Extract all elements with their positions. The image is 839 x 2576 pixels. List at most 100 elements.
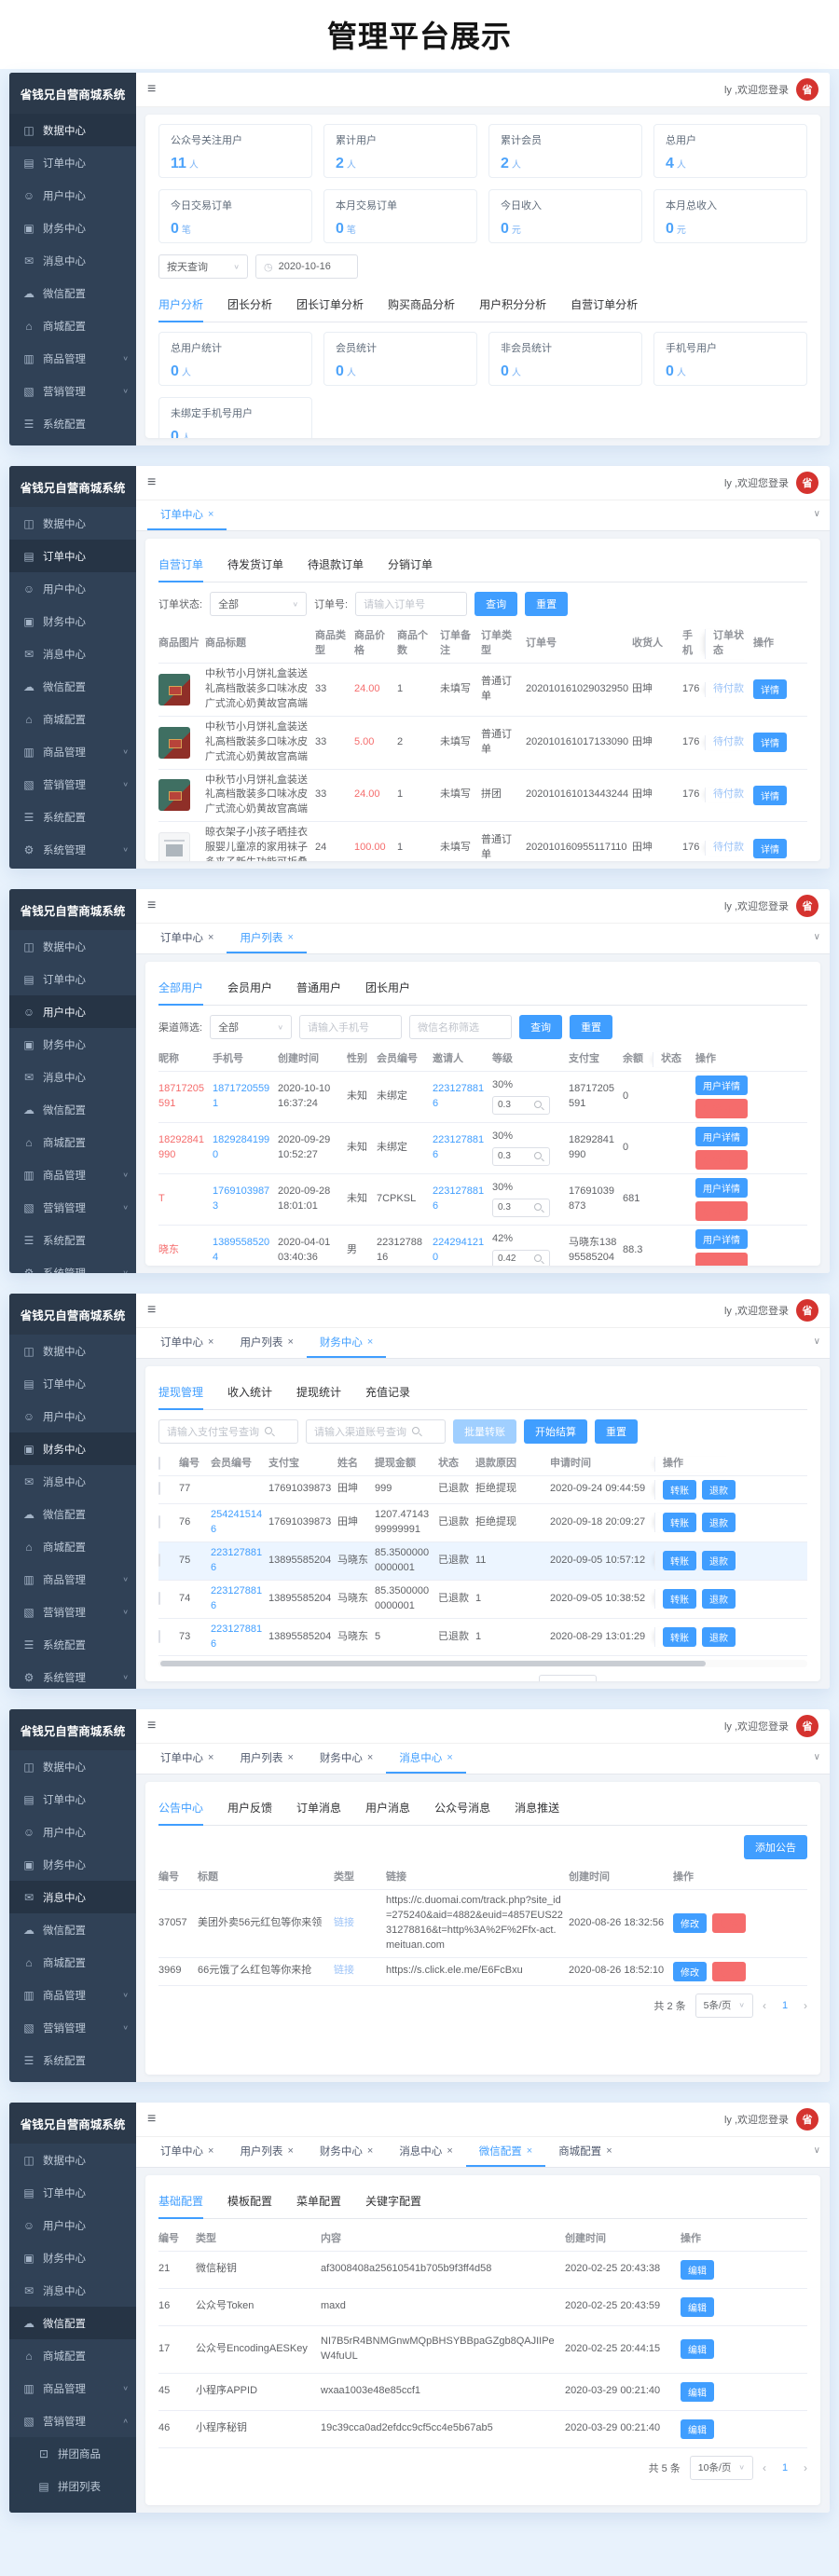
detail-button[interactable]: 详情: [753, 679, 787, 700]
menu-toggle-icon[interactable]: ≡: [147, 474, 157, 490]
sidebar-item[interactable]: ⌂ 商城配置: [9, 1946, 136, 1979]
modify-button[interactable]: 修改: [673, 1961, 707, 1981]
analysis-tab[interactable]: 购买商品分析: [388, 298, 456, 311]
close-icon[interactable]: ×: [606, 2145, 612, 2157]
window-tab[interactable]: 订单中心 ×: [160, 1752, 214, 1764]
page-size-select[interactable]: 5条/页 ∨: [538, 1675, 597, 1681]
analysis-tab[interactable]: 团长订单分析: [296, 298, 364, 311]
window-tab[interactable]: 财务中心 ×: [306, 1328, 387, 1358]
refund-button[interactable]: 退款: [702, 1513, 736, 1533]
tabs-collapse-caret[interactable]: ∨: [813, 2145, 820, 2156]
detail-button[interactable]: 详情: [753, 785, 787, 805]
close-icon[interactable]: ×: [287, 1336, 294, 1348]
member-link[interactable]: 2231278816: [211, 1546, 263, 1573]
user-detail-button[interactable]: 用户详情: [695, 1177, 748, 1198]
sidebar-item[interactable]: ▣ 财务中心: [9, 2241, 136, 2274]
avatar[interactable]: 省: [796, 1715, 818, 1737]
add-notice-button[interactable]: 添加公告: [744, 1835, 807, 1859]
transfer-button[interactable]: 转账: [663, 1589, 696, 1610]
close-icon[interactable]: ×: [447, 1752, 453, 1763]
sidebar-item[interactable]: ☰ 系统配置: [9, 801, 136, 833]
sidebar-item[interactable]: ◫ 数据中心: [9, 1335, 136, 1367]
sidebar-item[interactable]: ▥ 商品管理 ∨: [9, 735, 136, 768]
prev-page-arrow[interactable]: ‹: [763, 1998, 766, 2012]
sidebar-item[interactable]: ▣ 财务中心: [9, 1848, 136, 1881]
user-detail-button[interactable]: 用户详情: [695, 1075, 748, 1095]
config-tab[interactable]: 关键字配置: [365, 2195, 422, 2208]
order-no-input[interactable]: 请输入订单号: [355, 592, 468, 616]
user-type-tab[interactable]: 团长用户: [365, 981, 411, 994]
user-type-tab[interactable]: 普通用户: [296, 981, 342, 994]
analysis-tab[interactable]: 团长分析: [227, 298, 273, 311]
sidebar-item[interactable]: ▧ 营销管理 ∨: [9, 1596, 136, 1628]
sidebar-item[interactable]: ▧ 营销管理 ∧: [9, 2405, 136, 2437]
analysis-tab[interactable]: 用户分析: [158, 288, 204, 322]
sidebar-item[interactable]: ⚙ 系统管理 ∨: [9, 1256, 136, 1274]
sidebar-item[interactable]: ◫ 数据中心: [9, 2144, 136, 2176]
sidebar-item[interactable]: ▥ 商品管理 ∨: [9, 1563, 136, 1596]
sidebar-item[interactable]: ▤ 订单中心: [9, 2176, 136, 2209]
level-input[interactable]: 0.42: [492, 1250, 550, 1266]
phone-link[interactable]: 17691039873: [213, 1185, 270, 1212]
tabs-collapse-caret[interactable]: ∨: [813, 1336, 820, 1347]
prev-page-arrow[interactable]: ‹: [606, 1680, 610, 1681]
window-tab[interactable]: 用户列表 ×: [240, 1752, 294, 1764]
channel-select[interactable]: 全部 ∨: [210, 1015, 293, 1039]
sidebar-item[interactable]: ✉ 消息中心: [9, 637, 136, 670]
window-tab[interactable]: 商城配置 ×: [558, 2145, 612, 2158]
close-icon[interactable]: ×: [366, 1336, 374, 1348]
alipay-search-input[interactable]: 请输入支付宝号查询: [158, 1419, 298, 1444]
transfer-button[interactable]: 转账: [663, 1513, 696, 1533]
sidebar-item[interactable]: ☁ 微信配置: [9, 670, 136, 703]
delete-user-button[interactable]: 删除用户: [695, 1252, 748, 1266]
tabs-collapse-caret[interactable]: ∨: [813, 932, 820, 942]
page-number[interactable]: 1: [781, 1999, 789, 2011]
sidebar-item[interactable]: ⊡ 拼团商品: [9, 2437, 136, 2470]
refund-button[interactable]: 退款: [702, 1589, 736, 1610]
sidebar-item[interactable]: ✉ 消息中心: [9, 2274, 136, 2307]
level-input[interactable]: 0.3: [492, 1096, 550, 1116]
window-tab[interactable]: 消息中心 ×: [386, 1744, 466, 1774]
sidebar-item[interactable]: ▥ 商品管理 ∨: [9, 342, 136, 375]
sidebar-item[interactable]: ☺ 用户中心: [9, 572, 136, 605]
reset-button[interactable]: 重置: [595, 1419, 638, 1444]
sidebar-item[interactable]: ⚙ 系统管理 ∨: [9, 440, 136, 445]
menu-toggle-icon[interactable]: ≡: [147, 1302, 157, 1318]
tabs-collapse-caret[interactable]: ∨: [813, 1752, 820, 1762]
reset-button[interactable]: 重置: [570, 1015, 613, 1039]
sidebar-item[interactable]: ☺ 用户中心: [9, 2209, 136, 2241]
message-tab[interactable]: 用户消息: [365, 1802, 411, 1815]
delete-user-button[interactable]: 删除用户: [695, 1149, 748, 1170]
sidebar-item[interactable]: ◫ 数据中心: [9, 1750, 136, 1783]
close-icon[interactable]: ×: [208, 509, 214, 520]
window-tab[interactable]: 订单中心 ×: [147, 500, 227, 530]
sidebar-item[interactable]: ☰ 系统配置: [9, 407, 136, 440]
sidebar-item[interactable]: ☺ 用户中心: [9, 179, 136, 212]
refund-button[interactable]: 退款: [702, 1551, 736, 1571]
close-icon[interactable]: ×: [208, 932, 214, 943]
avatar[interactable]: 省: [796, 895, 818, 917]
sidebar-item[interactable]: ⌂ 商城配置: [9, 1126, 136, 1158]
sidebar-item[interactable]: ☁ 微信配置: [9, 2307, 136, 2339]
transfer-button[interactable]: 转账: [663, 1479, 696, 1500]
sidebar-item[interactable]: ▤ 订单中心: [9, 146, 136, 179]
sidebar-item[interactable]: ☺ 用户中心: [9, 995, 136, 1028]
edit-button[interactable]: 编辑: [681, 2418, 714, 2439]
day-query-select[interactable]: 按天查询 ∨: [158, 254, 248, 279]
inviter-link[interactable]: 2231278816: [433, 1185, 485, 1212]
start-settle-button[interactable]: 开始结算: [524, 1419, 587, 1444]
sidebar-item[interactable]: ▤ 订单中心: [9, 540, 136, 572]
sidebar-item[interactable]: ✉ 消息中心: [9, 1061, 136, 1093]
user-detail-button[interactable]: 用户详情: [695, 1228, 748, 1249]
sidebar-item[interactable]: ☁ 微信配置: [9, 277, 136, 309]
close-icon[interactable]: ×: [208, 1752, 214, 1763]
window-tab[interactable]: 用户列表 ×: [227, 924, 307, 953]
window-tab[interactable]: 订单中心 ×: [160, 2145, 214, 2158]
sidebar-item[interactable]: ▣ 财务中心: [9, 605, 136, 637]
config-tab[interactable]: 模板配置: [227, 2195, 273, 2208]
message-tab[interactable]: 订单消息: [296, 1802, 342, 1815]
sidebar-item[interactable]: ☁ 微信配置: [9, 1093, 136, 1126]
analysis-tab[interactable]: 用户积分分析: [479, 298, 547, 311]
sidebar-item[interactable]: ▣ 财务中心: [9, 1028, 136, 1061]
edit-button[interactable]: 编辑: [681, 2296, 714, 2317]
